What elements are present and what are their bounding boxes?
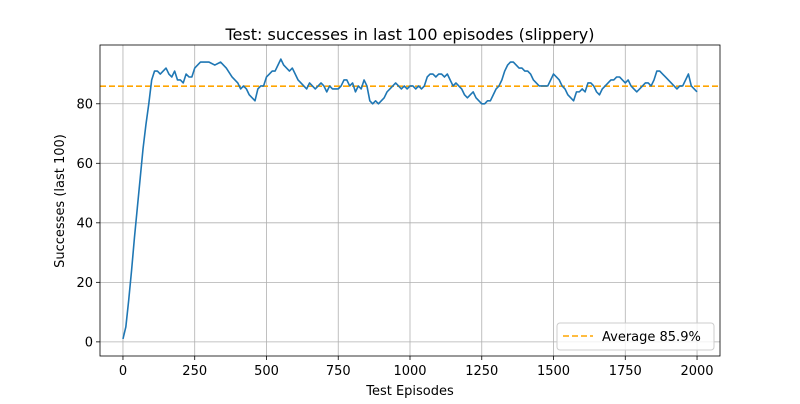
x-tick-label: 750 bbox=[326, 364, 351, 379]
series-group bbox=[122, 58, 698, 340]
success-series-line bbox=[122, 58, 698, 340]
x-tick-label: 1250 bbox=[465, 364, 498, 379]
x-tick-label: 250 bbox=[182, 364, 207, 379]
x-tick-label: 0 bbox=[119, 364, 127, 379]
x-tick-label: 1500 bbox=[537, 364, 570, 379]
chart-title: Test: successes in last 100 episodes (sl… bbox=[225, 25, 595, 44]
y-tick-label: 80 bbox=[76, 97, 93, 112]
y-tick-label: 0 bbox=[85, 335, 93, 350]
y-axis-label: Successes (last 100) bbox=[53, 134, 68, 268]
ticks: 0 250 500 750 1000 1250 1500 1750 2000 0 20 40 60 80 bbox=[76, 97, 713, 379]
x-tick-label: 500 bbox=[254, 364, 279, 379]
x-axis-label: Test Episodes bbox=[365, 384, 454, 399]
x-tick-label: 1000 bbox=[393, 364, 426, 379]
legend: Average 85.9% bbox=[556, 322, 715, 351]
x-tick-label: 2000 bbox=[680, 364, 713, 379]
y-tick-label: 40 bbox=[76, 216, 93, 231]
y-tick-label: 20 bbox=[76, 276, 93, 291]
y-tick-label: 60 bbox=[76, 157, 93, 172]
legend-box bbox=[556, 322, 715, 351]
x-tick-label: 1750 bbox=[609, 364, 642, 379]
legend-average-label: Average 85.9% bbox=[602, 330, 701, 345]
